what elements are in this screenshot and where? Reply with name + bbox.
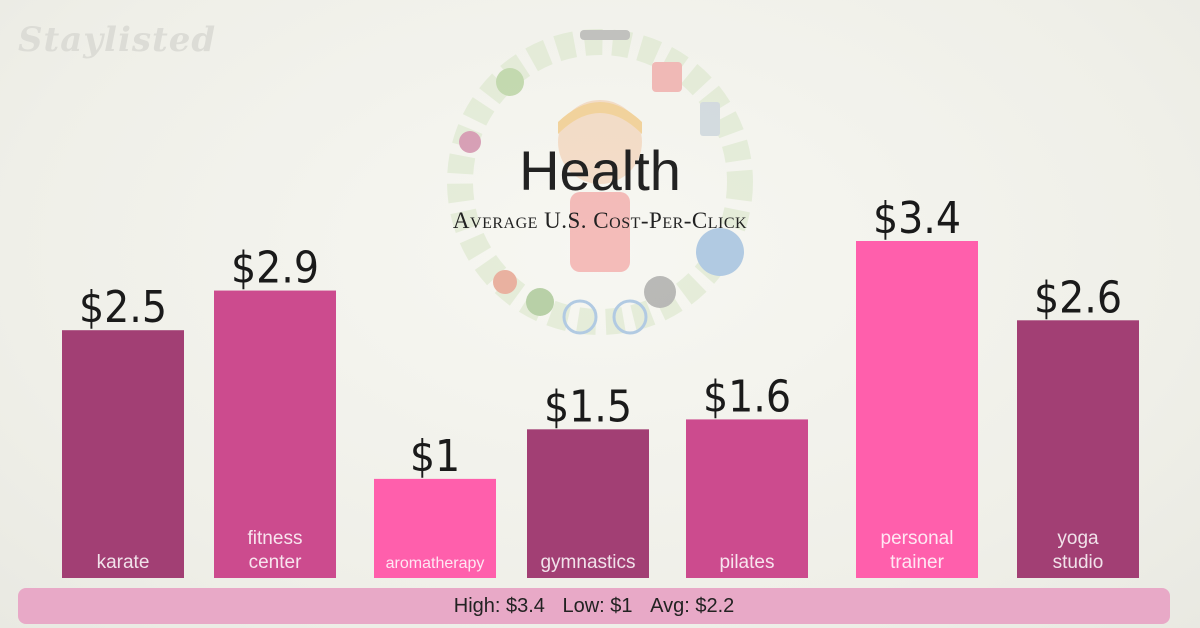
bar-pilates: [686, 419, 808, 578]
bar-personal-trainer: [856, 241, 978, 578]
value-label: $2.5: [79, 282, 167, 333]
bar-gymnastics: [527, 429, 649, 578]
value-label: $1: [410, 431, 460, 482]
value-label: $2.9: [231, 243, 319, 294]
summary-avg: Avg: $2.2: [650, 595, 735, 617]
value-label: $2.6: [1034, 272, 1122, 323]
value-label: $1.5: [544, 381, 632, 432]
brand-watermark: Staylisted: [18, 20, 217, 60]
bar-yoga-studio: [1017, 320, 1139, 578]
summary-high: High: $3.4: [453, 595, 545, 617]
category-label: fitness: [248, 528, 303, 549]
value-label: $3.4: [873, 193, 961, 244]
category-label: yoga: [1057, 528, 1099, 549]
bar-aromatherapy: [374, 478, 496, 578]
category-label: aromatherapy: [386, 555, 485, 572]
bar-fitness-center: [214, 290, 336, 578]
chart-subtitle: Average U.S. Cost-Per-Click: [452, 208, 748, 233]
chart-title: Health: [519, 139, 681, 202]
category-label: trainer: [890, 552, 945, 573]
summary-low: Low: $1: [562, 595, 633, 617]
summary-bar: High: $3.4 Low: $1 Avg: $2.2: [18, 588, 1170, 624]
category-label: karate: [97, 552, 150, 573]
category-label: gymnastics: [540, 552, 635, 573]
bar-karate: [62, 330, 184, 578]
category-label: studio: [1053, 552, 1104, 573]
category-label: center: [249, 552, 302, 573]
category-label: personal: [881, 528, 954, 549]
value-label: $1.6: [703, 371, 791, 422]
fitness-illustration: [447, 29, 753, 335]
category-label: pilates: [720, 552, 775, 573]
